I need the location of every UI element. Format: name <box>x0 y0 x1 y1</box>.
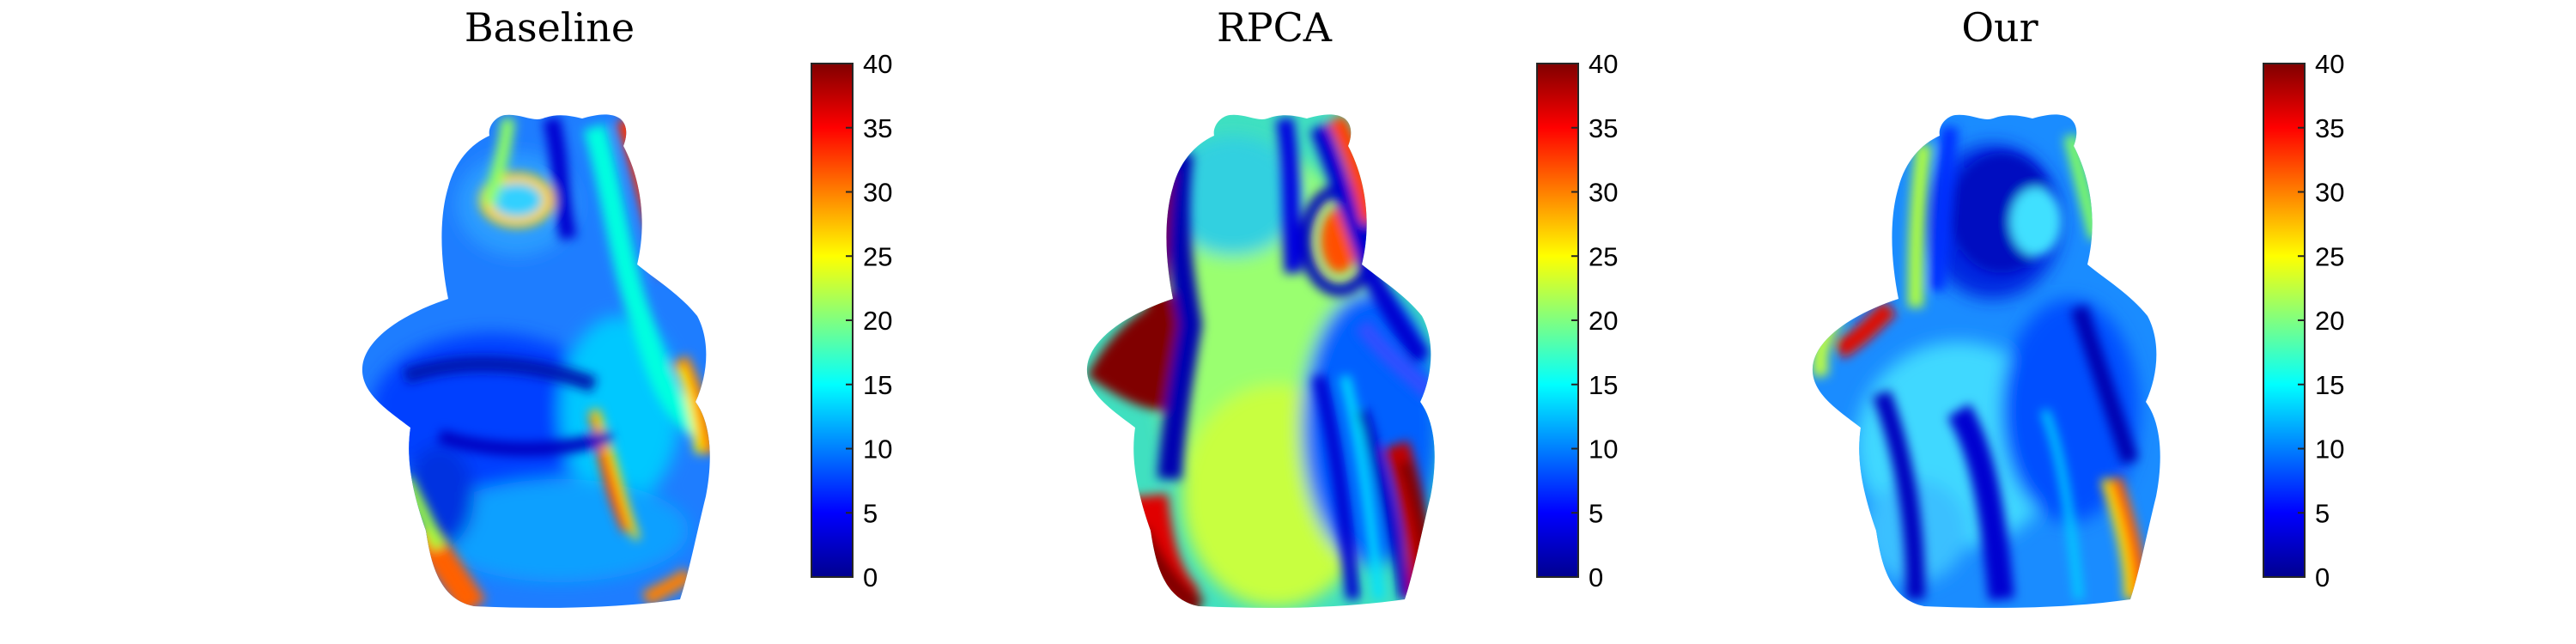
colorbar-tick-label: 30 <box>2315 178 2344 208</box>
colorbar-tick-label: 40 <box>1589 49 1618 79</box>
heatmap-surface-rpca <box>1086 114 1435 608</box>
panel-title-our: Our <box>1961 4 2038 51</box>
colorbar-tick-label: 35 <box>1589 113 1618 143</box>
colorbar-tick-label: 30 <box>863 178 892 208</box>
colorbar-tick-label: 25 <box>863 241 892 271</box>
colorbar-tick-label: 5 <box>2315 498 2330 528</box>
colorbar-baseline: 0 5 10 15 20 25 30 35 40 <box>811 49 892 592</box>
panel-rpca: RPCA <box>1086 4 1618 608</box>
colorbar-tick-label: 15 <box>863 370 892 400</box>
colorbar-tick-label: 20 <box>863 306 892 336</box>
colorbar-tick-label: 15 <box>2315 370 2344 400</box>
colorbar-tick-label: 10 <box>1589 434 1618 465</box>
colorbar-tick-label: 20 <box>1589 306 1618 336</box>
colorbar-tick-label: 10 <box>2315 434 2344 465</box>
colorbar-gradient-rpca <box>1536 63 1579 578</box>
colorbar-tick-label: 15 <box>1589 370 1618 400</box>
colorbar-tick-label: 30 <box>1589 178 1618 208</box>
colorbar-our: 0 5 10 15 20 25 30 35 40 <box>2263 49 2344 592</box>
colorbar-tick-label: 35 <box>2315 113 2344 143</box>
heatmap-surface-baseline <box>361 114 710 608</box>
colorbar-tick-label: 40 <box>2315 49 2344 79</box>
panel-our: Our <box>1812 4 2344 608</box>
colorbar-rpca: 0 5 10 15 20 25 30 35 40 <box>1536 49 1618 592</box>
heatmap-surface-our <box>1812 114 2160 608</box>
colorbar-tick-label: 5 <box>863 498 878 528</box>
panel-title-baseline: Baseline <box>465 4 635 51</box>
colorbar-ticks-our: 0 5 10 15 20 25 30 35 40 <box>2298 49 2344 592</box>
colorbar-tick-label: 0 <box>863 562 878 592</box>
colorbar-tick-label: 10 <box>863 434 892 465</box>
colorbar-tick-label: 25 <box>1589 241 1618 271</box>
colorbar-ticks-baseline: 0 5 10 15 20 25 30 35 40 <box>846 49 892 592</box>
panel-baseline: Baseline <box>361 4 892 608</box>
colorbar-tick-label: 0 <box>1589 562 1603 592</box>
colorbar-tick-label: 35 <box>863 113 892 143</box>
panel-title-rpca: RPCA <box>1217 4 1333 51</box>
colorbar-tick-label: 0 <box>2315 562 2330 592</box>
colorbar-ticks-rpca: 0 5 10 15 20 25 30 35 40 <box>1571 49 1618 592</box>
colorbar-tick-label: 40 <box>863 49 892 79</box>
colorbar-tick-label: 20 <box>2315 306 2344 336</box>
colorbar-tick-label: 25 <box>2315 241 2344 271</box>
colorbar-tick-label: 5 <box>1589 498 1603 528</box>
